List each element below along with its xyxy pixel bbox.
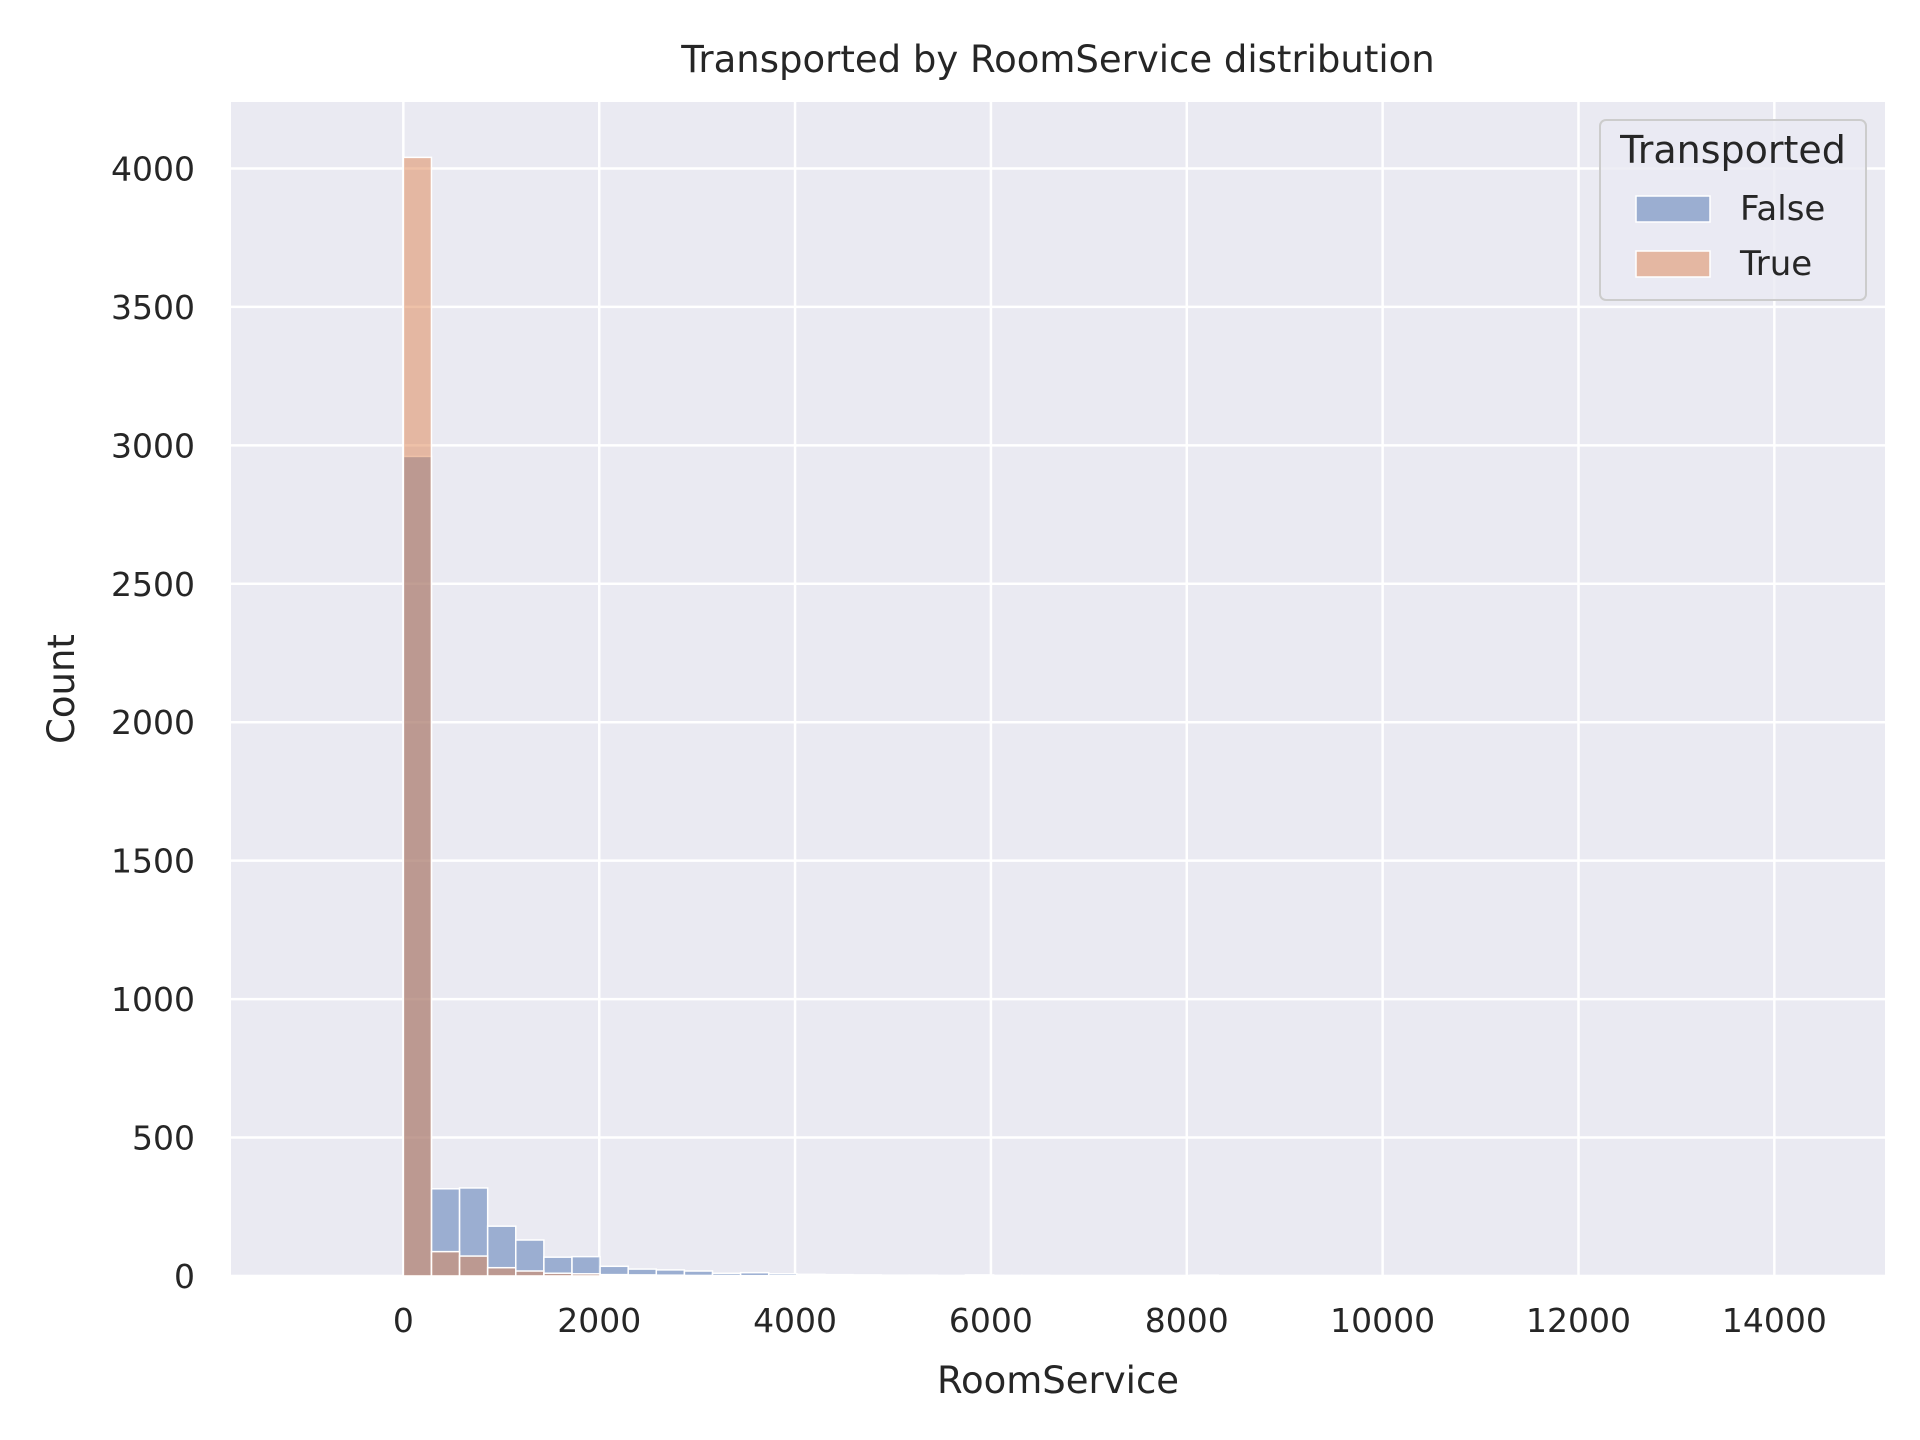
legend-label-false: False <box>1740 189 1825 229</box>
y-axis-label: Count <box>40 634 83 744</box>
bar-true-bin-2 <box>458 1255 489 1277</box>
legend-title: Transported <box>1619 128 1846 172</box>
y-tick-label-4000: 4000 <box>111 149 195 188</box>
legend-swatch-true <box>1635 250 1711 278</box>
bar-true-bin-1 <box>430 1250 461 1277</box>
x-tick-label-6000: 6000 <box>949 1301 1033 1340</box>
x-tick-label-12000: 12000 <box>1526 1301 1631 1340</box>
x-tick-label-0: 0 <box>393 1301 414 1340</box>
bar-true-bin-7 <box>599 1273 629 1277</box>
x-tick-label-10000: 10000 <box>1330 1301 1435 1340</box>
chart-title: Transported by RoomService distribution <box>680 38 1435 81</box>
y-tick-label-3000: 3000 <box>111 426 195 465</box>
x-tick-labels: 0 2000 4000 6000 8000 10000 12000 14000 <box>393 1301 1827 1340</box>
bar-false-bin-19 <box>936 1274 967 1277</box>
bar-true-bin-3 <box>486 1266 517 1277</box>
bar-false-bin-28 <box>1189 1274 1220 1277</box>
bar-false-bin-20 <box>964 1274 995 1277</box>
bar-false-bin-22 <box>1020 1274 1051 1277</box>
bar-false-bin-15 <box>824 1273 854 1277</box>
y-tick-label-1500: 1500 <box>111 842 195 881</box>
x-tick-label-4000: 4000 <box>753 1301 837 1340</box>
x-tick-label-14000: 14000 <box>1722 1301 1827 1340</box>
bar-true-bin-10 <box>683 1274 714 1277</box>
bar-false-bin-17 <box>880 1274 910 1277</box>
bar-true-bin-5 <box>543 1272 573 1277</box>
bars <box>402 156 1810 1277</box>
y-tick-label-3500: 3500 <box>111 288 195 327</box>
bar-true-bin-8 <box>627 1274 658 1277</box>
x-axis-label: RoomService <box>937 1359 1179 1402</box>
legend-label-true: True <box>1739 244 1812 284</box>
bar-true-bin-11 <box>711 1274 742 1277</box>
bar-true-bin-4 <box>515 1270 545 1277</box>
bar-true-bin-9 <box>655 1274 686 1277</box>
y-tick-label-2500: 2500 <box>111 565 195 604</box>
legend-swatch-false <box>1635 195 1711 223</box>
x-tick-label-2000: 2000 <box>557 1301 641 1340</box>
bar-false-bin-21 <box>992 1274 1023 1277</box>
y-tick-label-2000: 2000 <box>111 703 195 742</box>
y-tick-label-0: 0 <box>174 1257 195 1296</box>
bar-true-bin-6 <box>571 1273 601 1277</box>
bar-false-bin-18 <box>908 1274 939 1277</box>
y-tick-label-500: 500 <box>132 1119 195 1158</box>
y-tick-label-1000: 1000 <box>111 980 195 1019</box>
bar-true-bin-0 <box>402 156 433 1277</box>
y-tick-labels: 0 500 1000 1500 2000 2500 3000 3500 4000 <box>111 149 195 1296</box>
x-tick-label-8000: 8000 <box>1145 1301 1229 1340</box>
legend: Transported False True <box>1599 119 1867 301</box>
